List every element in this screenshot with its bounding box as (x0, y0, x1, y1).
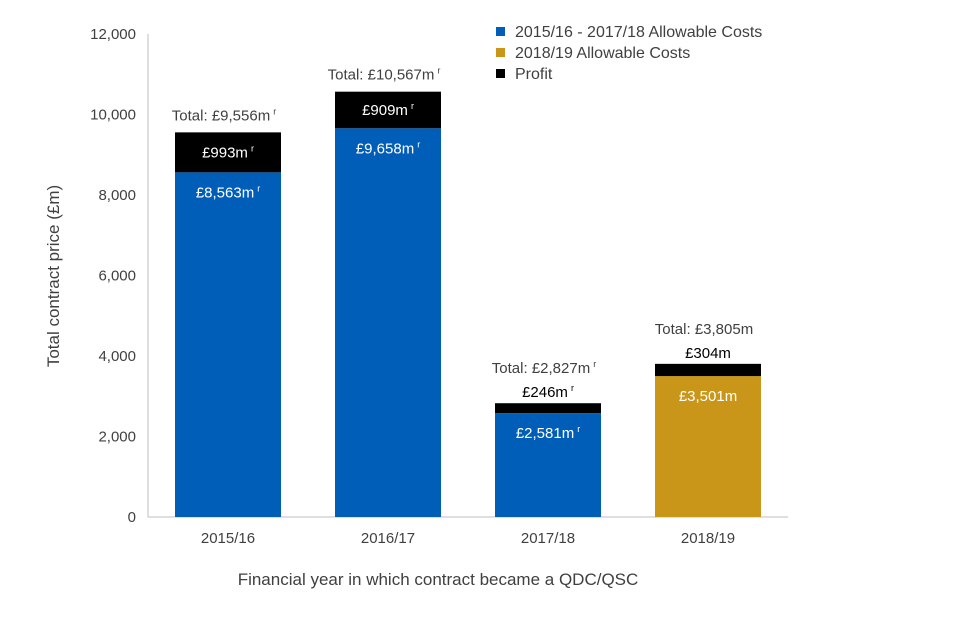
total-label-revision-mark: r (593, 359, 596, 369)
x-axis-title: Financial year in which contract became … (238, 570, 639, 589)
segment-value-label: £9,658m r (356, 139, 420, 157)
legend-label: 2018/19 Allowable Costs (515, 45, 690, 62)
total-label: Total: £3,805m (655, 321, 753, 338)
segment-value-label-revision-mark: r (571, 383, 574, 393)
total-label-revision-mark: r (273, 106, 276, 116)
segment-value-label-revision-mark: r (417, 139, 420, 149)
x-axis-ticks: 2015/16 2016/17 2017/18 2018/19 (201, 530, 735, 547)
total-label: Total: £9,556m r (172, 106, 276, 124)
x-tick-label: 2017/18 (521, 530, 575, 547)
segment-value-label: £246m r (522, 383, 574, 401)
bar-segment (175, 172, 281, 518)
legend: 2015/16 - 2017/18 Allowable Costs 2018/19… (496, 24, 762, 83)
legend-label: 2015/16 - 2017/18 Allowable Costs (515, 24, 762, 41)
segment-value-label: £2,581m r (516, 424, 580, 442)
bar-segment (655, 376, 761, 517)
x-tick-label: 2016/17 (361, 530, 415, 547)
bars-group (175, 91, 761, 518)
segment-value-label: £909m r (362, 101, 414, 119)
segment-value-label: £304m (685, 345, 731, 362)
x-tick-label: 2018/19 (681, 530, 735, 547)
total-label: Total: £10,567m r (328, 66, 441, 84)
x-tick-label: 2015/16 (201, 530, 255, 547)
bar-segment (495, 403, 601, 414)
total-label: Total: £2,827m r (492, 359, 596, 377)
y-tick-label: 4,000 (98, 348, 136, 365)
bar-segment (335, 91, 441, 129)
y-tick-label: 8,000 (98, 187, 136, 204)
legend-swatch (496, 48, 505, 57)
segment-value-label-revision-mark: r (411, 101, 414, 111)
y-tick-label: 10,000 (90, 107, 136, 124)
legend-swatch (496, 27, 505, 36)
y-tick-label: 0 (128, 509, 136, 526)
y-axis-ticks: 0 2,000 4,000 6,000 8,000 10,000 12,000 (90, 26, 136, 526)
legend-label: Profit (515, 66, 553, 83)
bar-segment (495, 413, 601, 517)
y-tick-label: 12,000 (90, 26, 136, 43)
segment-value-label-revision-mark: r (257, 183, 260, 193)
segment-value-label-revision-mark: r (577, 424, 580, 434)
bar-segment (655, 363, 761, 377)
segment-value-label: £8,563m r (196, 183, 260, 201)
segment-value-label-revision-mark: r (251, 143, 254, 153)
y-tick-label: 6,000 (98, 268, 136, 285)
y-axis-title: Total contract price (£m) (44, 185, 63, 367)
legend-swatch (496, 69, 505, 78)
data-labels: £8,563m r £993m r Total: £9,556m r £9,658m r £90… (172, 66, 753, 442)
bar-segment (335, 128, 441, 517)
bar-segment (175, 132, 281, 173)
segment-value-label: £3,501m (679, 388, 737, 405)
total-label-revision-mark: r (437, 66, 440, 76)
segment-value-label: £993m r (202, 143, 254, 161)
y-tick-label: 2,000 (98, 429, 136, 446)
